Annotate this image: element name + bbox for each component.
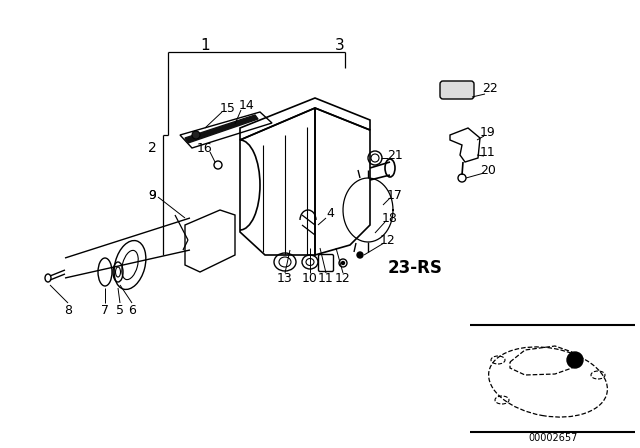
FancyBboxPatch shape: [440, 81, 474, 99]
Text: 20: 20: [480, 164, 496, 177]
Text: 3: 3: [335, 38, 345, 52]
Text: 21: 21: [387, 148, 403, 161]
Text: 9: 9: [148, 189, 156, 202]
Text: 12: 12: [380, 233, 396, 246]
Text: 14: 14: [239, 99, 255, 112]
Text: 13: 13: [277, 271, 293, 284]
Polygon shape: [185, 115, 258, 143]
Circle shape: [192, 131, 200, 139]
Text: 10: 10: [302, 271, 318, 284]
Text: 18: 18: [382, 211, 398, 224]
Text: 11: 11: [480, 146, 496, 159]
Text: 17: 17: [387, 189, 403, 202]
Text: 23-RS: 23-RS: [388, 259, 442, 277]
Text: 00002657: 00002657: [528, 433, 578, 443]
Text: 12: 12: [335, 271, 351, 284]
Text: 15: 15: [220, 102, 236, 115]
Text: 5: 5: [116, 303, 124, 316]
Text: 11: 11: [318, 271, 334, 284]
Circle shape: [357, 252, 363, 258]
Text: 9: 9: [148, 189, 156, 202]
Text: 22: 22: [482, 82, 498, 95]
Text: 6: 6: [128, 303, 136, 316]
Text: 8: 8: [64, 303, 72, 316]
Circle shape: [567, 352, 583, 368]
Text: 4: 4: [326, 207, 334, 220]
Text: 19: 19: [480, 125, 496, 138]
Text: 16: 16: [197, 142, 213, 155]
Circle shape: [342, 262, 344, 264]
Text: 2: 2: [148, 141, 156, 155]
Text: 1: 1: [200, 38, 210, 52]
Text: 7: 7: [101, 303, 109, 316]
